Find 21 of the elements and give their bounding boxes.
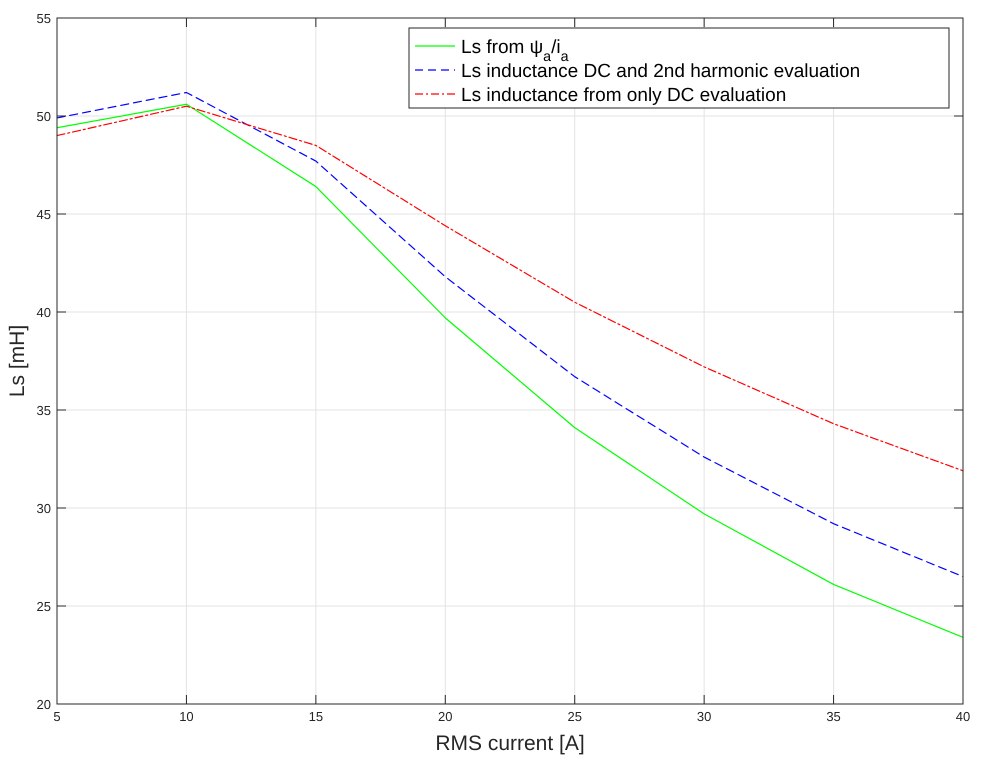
y-tick-label: 40 [36,305,51,320]
y-tick-label: 55 [36,11,51,26]
x-tick-label: 5 [53,709,61,724]
y-tick-label: 30 [36,501,51,516]
x-axis-title: RMS current [A] [435,732,585,755]
line-series [56,106,964,472]
x-tick-label: 25 [567,709,582,724]
x-tick-label: 35 [826,709,841,724]
x-tick-label: 30 [696,709,712,724]
x-tick-label: 40 [956,709,970,724]
y-tick-label: 50 [36,109,51,124]
x-tick-label: 15 [308,709,324,724]
x-tick-label: 20 [438,709,453,724]
legend-label: Ls inductance from only DC evaluation [461,85,786,106]
y-tick-label: 25 [36,599,51,614]
y-tick-label: 45 [36,207,51,222]
x-tick-label: 10 [179,709,194,724]
y-tick-label: 35 [36,403,51,418]
y-axis-title: Ls [mH] [6,324,29,398]
y-tick-label: 20 [36,697,51,712]
legend-label: Ls inductance DC and 2nd harmonic evaluation [461,61,860,82]
